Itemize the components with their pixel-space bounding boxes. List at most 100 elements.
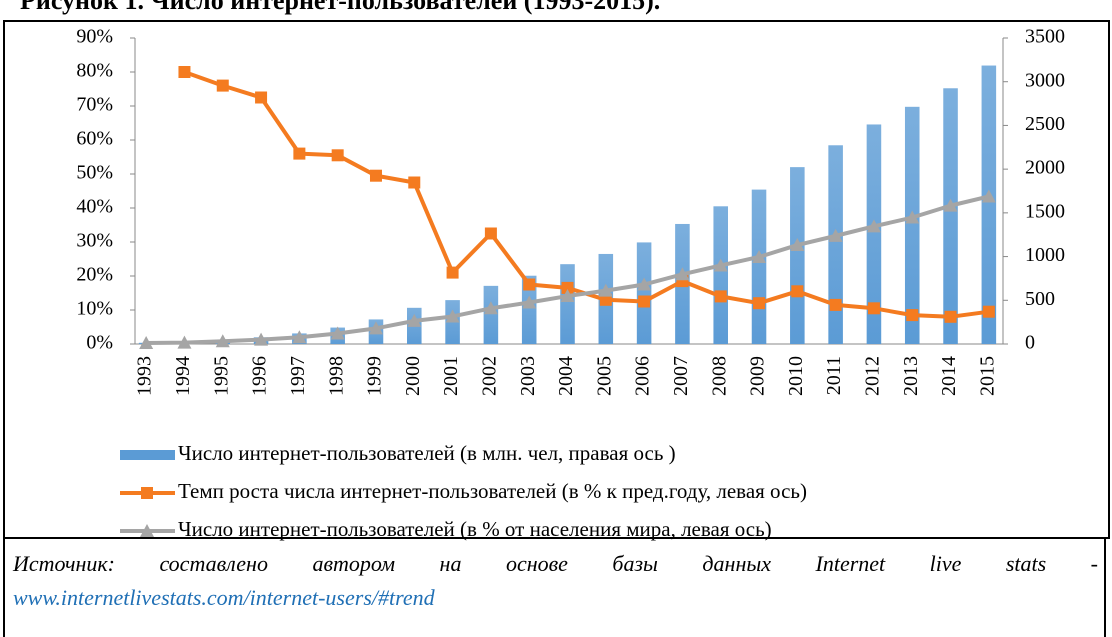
x-tick-label: 1999 bbox=[364, 356, 386, 396]
point bbox=[561, 281, 574, 294]
source-text: Источник: составлено автором на основе б… bbox=[13, 551, 1098, 576]
x-tick-label: 2013 bbox=[900, 356, 922, 396]
caption: Рисунок 1. Число интернет-пользователей … bbox=[20, 0, 661, 15]
y2-tick-label: 1500 bbox=[1025, 200, 1065, 222]
bar bbox=[713, 206, 728, 344]
point bbox=[905, 210, 920, 224]
y-tick-label: 10% bbox=[76, 298, 113, 320]
bar bbox=[790, 167, 805, 344]
legend-label: Темп роста числа интернет-пользователей … bbox=[178, 479, 807, 503]
point bbox=[675, 267, 690, 281]
point bbox=[981, 189, 996, 203]
point bbox=[829, 298, 842, 311]
x-tick-label: 2014 bbox=[938, 356, 960, 396]
point bbox=[753, 297, 766, 310]
y2-tick-label: 0 bbox=[1025, 332, 1035, 354]
point bbox=[943, 198, 958, 212]
x-tick-label: 2004 bbox=[555, 356, 577, 396]
x-tick-label: 2001 bbox=[440, 356, 462, 396]
x-tick-label: 2011 bbox=[823, 356, 845, 395]
bar bbox=[636, 242, 652, 344]
point bbox=[791, 285, 804, 298]
point bbox=[599, 293, 612, 306]
bar bbox=[751, 189, 767, 344]
x-tick-label: 2003 bbox=[517, 356, 539, 396]
source-link: www.internetlivestats.com/internet-users… bbox=[13, 585, 435, 610]
y2-tick-label: 1000 bbox=[1025, 244, 1065, 266]
legend-label: Число интернет-пользователей (в млн. чел… bbox=[178, 441, 676, 465]
source: Источник: составлено автором на основе б… bbox=[3, 537, 1106, 637]
x-tick-label: 2008 bbox=[708, 356, 730, 396]
x-tick-label: 2006 bbox=[632, 356, 654, 396]
point bbox=[408, 176, 421, 189]
bar bbox=[943, 88, 958, 345]
x-tick-label: 2002 bbox=[478, 356, 500, 396]
point bbox=[255, 91, 268, 104]
point bbox=[982, 305, 995, 318]
point bbox=[866, 219, 881, 233]
y2-tick-label: 2500 bbox=[1025, 113, 1065, 135]
x-tick-label: 1998 bbox=[325, 356, 347, 396]
point bbox=[598, 283, 613, 297]
point bbox=[369, 169, 382, 182]
x-tick-label: 1993 bbox=[134, 356, 156, 396]
x-tick-label: 2000 bbox=[402, 356, 424, 396]
point bbox=[713, 258, 728, 272]
y2-tick-label: 3000 bbox=[1025, 69, 1065, 91]
point bbox=[484, 227, 497, 240]
point bbox=[178, 66, 191, 78]
point bbox=[906, 309, 919, 322]
y-tick-label: 70% bbox=[76, 94, 113, 116]
bar bbox=[560, 264, 575, 344]
x-tick-label: 1997 bbox=[287, 356, 309, 396]
point bbox=[216, 79, 229, 92]
point bbox=[714, 290, 727, 303]
point bbox=[790, 238, 805, 252]
bar bbox=[521, 275, 537, 344]
x-tick-label: 2012 bbox=[862, 356, 884, 396]
x-tick-label: 2010 bbox=[785, 356, 807, 396]
x-tick-label: 1995 bbox=[210, 356, 232, 396]
point bbox=[139, 335, 154, 349]
point bbox=[177, 335, 192, 349]
bar bbox=[483, 285, 499, 344]
x-tick-label: 2015 bbox=[976, 356, 998, 396]
y-tick-label: 40% bbox=[76, 196, 113, 218]
y2-tick-label: 500 bbox=[1025, 288, 1055, 310]
x-tick-label: 1996 bbox=[249, 356, 271, 396]
y-tick-label: 60% bbox=[76, 128, 113, 150]
point bbox=[522, 295, 537, 309]
y-tick-label: 20% bbox=[76, 264, 113, 286]
point bbox=[331, 149, 344, 162]
point bbox=[523, 278, 536, 291]
legend-marker bbox=[140, 524, 154, 537]
point bbox=[752, 249, 767, 263]
bar bbox=[866, 124, 882, 344]
x-tick-label: 2009 bbox=[747, 356, 769, 396]
point bbox=[254, 332, 269, 346]
point bbox=[292, 330, 307, 344]
point bbox=[407, 313, 422, 327]
point bbox=[445, 309, 460, 323]
point bbox=[483, 301, 498, 315]
x-tick-label: 2007 bbox=[670, 356, 692, 396]
point bbox=[446, 266, 459, 279]
point bbox=[828, 228, 843, 242]
y2-tick-label: 2000 bbox=[1025, 157, 1065, 179]
point bbox=[560, 289, 575, 303]
y-tick-label: 50% bbox=[76, 162, 113, 184]
legend-marker bbox=[141, 487, 153, 499]
legend-swatch bbox=[120, 450, 175, 460]
point bbox=[638, 295, 651, 308]
point bbox=[368, 321, 383, 335]
point bbox=[330, 326, 345, 340]
bar bbox=[904, 106, 920, 345]
point bbox=[293, 147, 306, 160]
x-tick-label: 1994 bbox=[172, 356, 194, 396]
legend-label: Число интернет-пользователей (в % от нас… bbox=[178, 517, 772, 541]
point bbox=[944, 310, 957, 323]
point bbox=[637, 277, 652, 291]
y-tick-label: 30% bbox=[76, 230, 113, 252]
